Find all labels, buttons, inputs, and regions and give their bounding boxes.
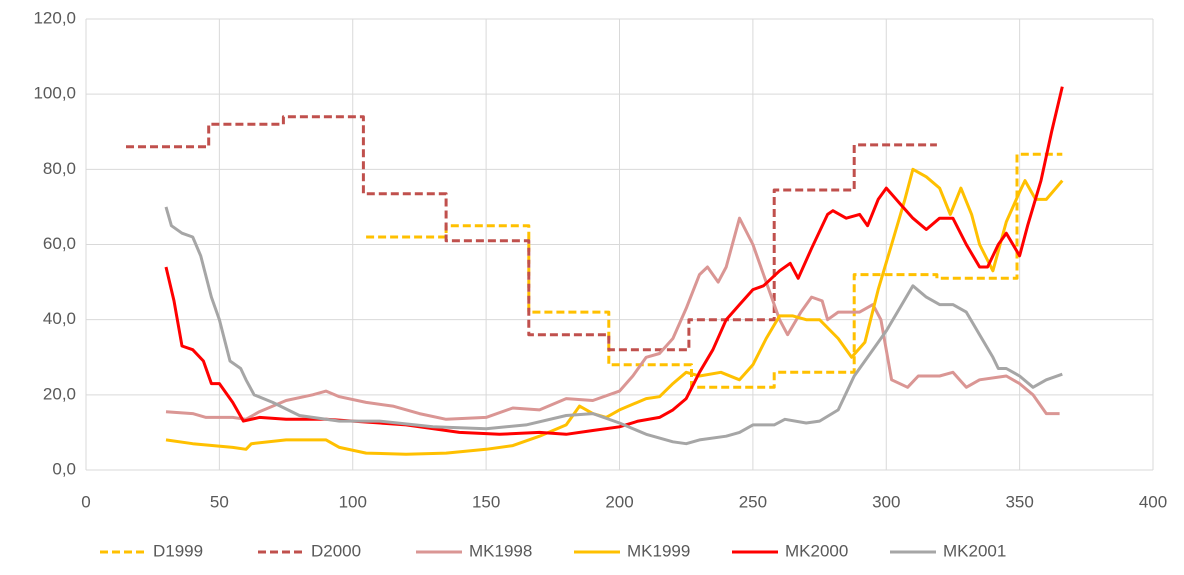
legend-label: D1999 xyxy=(153,541,203,560)
legend-label: MK1999 xyxy=(627,541,690,560)
y-tick-label: 80,0 xyxy=(43,159,76,178)
x-tick-label: 400 xyxy=(1139,492,1167,511)
y-tick-label: 120,0 xyxy=(33,8,76,27)
legend-label: MK2001 xyxy=(943,541,1006,560)
x-tick-label: 250 xyxy=(739,492,767,511)
series-line xyxy=(366,152,1063,389)
series-line xyxy=(164,86,1064,436)
x-tick-label: 150 xyxy=(472,492,500,511)
y-tick-label: 0,0 xyxy=(52,459,76,478)
x-tick-label: 0 xyxy=(81,492,90,511)
series-line xyxy=(126,115,937,352)
x-tick-label: 100 xyxy=(339,492,367,511)
y-tick-label: 100,0 xyxy=(33,84,76,103)
series-line xyxy=(165,216,1060,421)
y-tick-label: 20,0 xyxy=(43,384,76,403)
legend-label: MK1998 xyxy=(469,541,532,560)
series-line xyxy=(164,206,1063,446)
x-tick-label: 300 xyxy=(872,492,900,511)
x-tick-label: 350 xyxy=(1005,492,1033,511)
y-tick-label: 60,0 xyxy=(43,234,76,253)
y-tick-label: 40,0 xyxy=(43,309,76,328)
series-line xyxy=(165,167,1064,456)
legend-label: MK2000 xyxy=(785,541,848,560)
x-tick-label: 200 xyxy=(605,492,633,511)
legend-label: D2000 xyxy=(311,541,361,560)
x-tick-label: 50 xyxy=(210,492,229,511)
